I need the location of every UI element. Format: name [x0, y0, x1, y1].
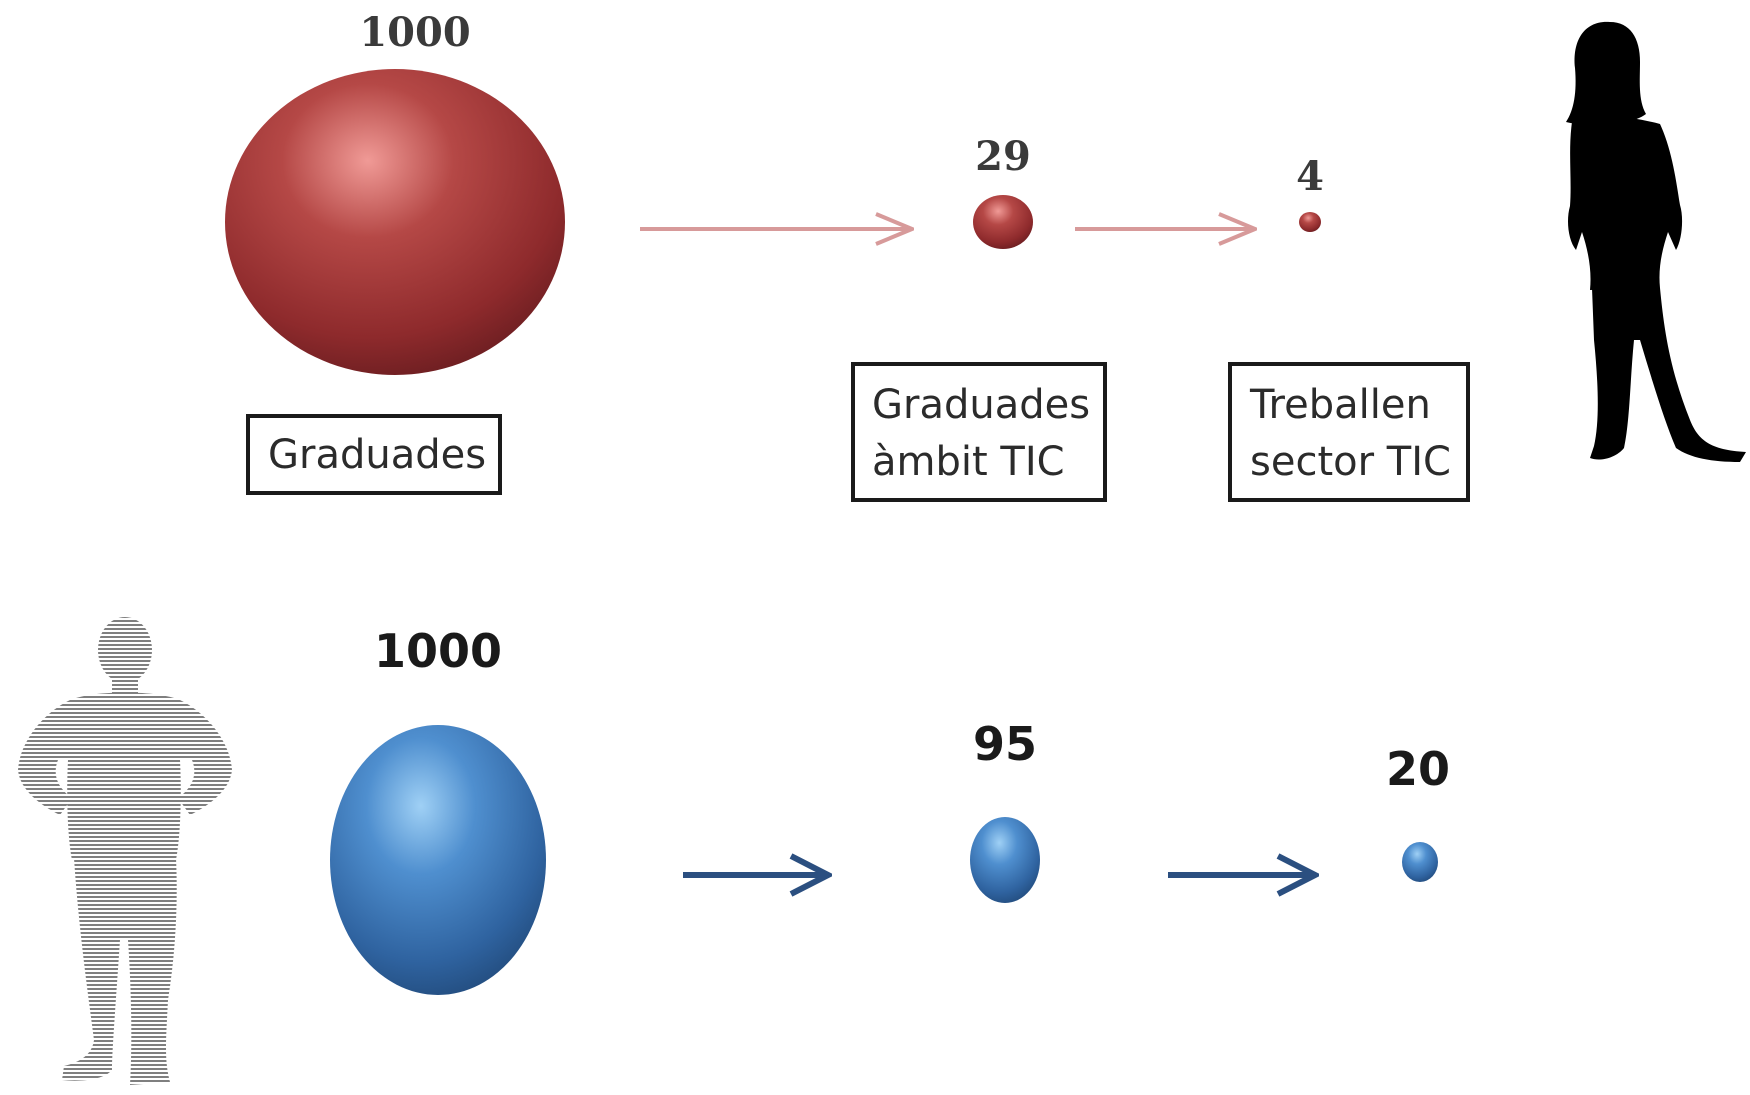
label-sector-line2: sector TIC	[1250, 439, 1451, 485]
male-sphere-ambit	[970, 817, 1040, 903]
male-sphere-graduats	[330, 725, 546, 995]
label-graduades: Graduades	[268, 432, 486, 478]
female-sphere-sector	[1299, 212, 1321, 232]
male-value-ambit: 95	[973, 717, 1037, 771]
label-sector-line1: Treballen	[1249, 382, 1431, 428]
male-sphere-sector	[1402, 842, 1438, 882]
female-sphere-ambit	[973, 195, 1033, 249]
label-ambit-line1: Graduades	[872, 382, 1090, 428]
label-box-ambit	[851, 362, 1107, 502]
male-silhouette-icon	[18, 617, 232, 1085]
female-value-graduades: 1000	[359, 9, 470, 56]
female-value-ambit: 29	[975, 133, 1031, 180]
female-silhouette-icon	[1566, 21, 1746, 462]
female-value-sector: 4	[1296, 153, 1324, 200]
label-box-graduades	[246, 414, 502, 495]
male-value-graduats: 1000	[374, 624, 502, 678]
label-box-sector	[1228, 362, 1470, 502]
label-ambit-line2: àmbit TIC	[872, 439, 1065, 485]
male-value-sector: 20	[1386, 742, 1450, 796]
female-sphere-graduades	[225, 69, 565, 375]
